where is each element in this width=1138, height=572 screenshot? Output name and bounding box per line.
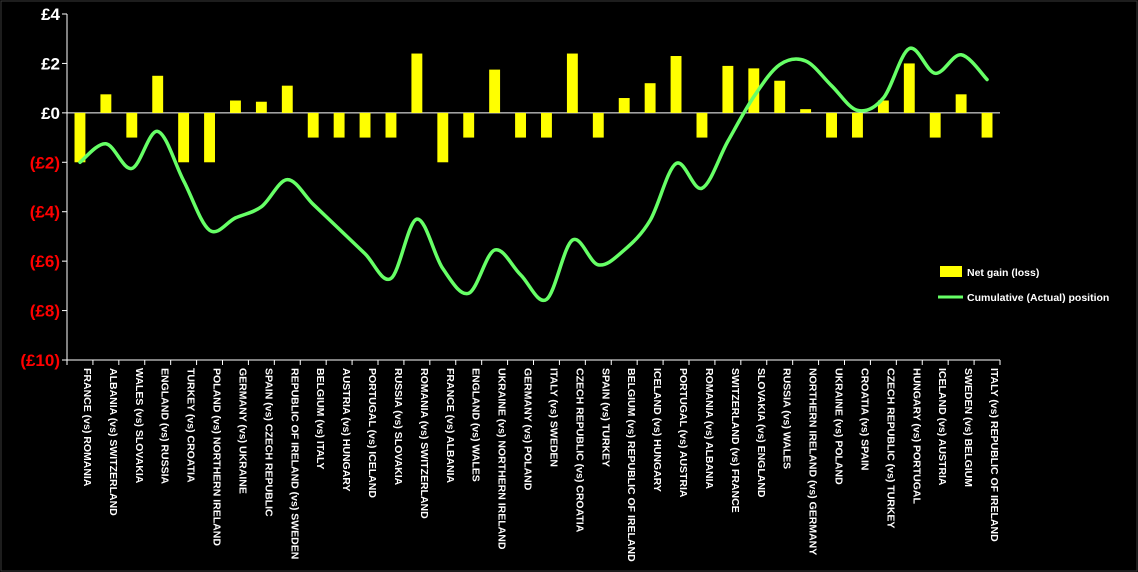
bar	[385, 112, 397, 138]
x-category-label: RUSSIA (vs) SLOVAKIA	[392, 368, 404, 486]
legend: Net gain (loss) Cumulative (Actual) posit…	[938, 266, 1109, 304]
x-category-label: HUNGARY (vs) PORTUGAL	[910, 368, 922, 505]
x-category-label: SWEDEN (vs) BELGIUM	[962, 368, 974, 487]
x-tick-labels: FRANCE (vs) ROMANIA ALBANIA (vs) SWITZERL…	[66, 360, 1001, 562]
bar	[748, 68, 760, 113]
x-category-label: SWITZERLAND (vs) FRANCE	[729, 368, 741, 513]
x-category-label: WALES (vs) SLOVAKIA	[133, 368, 145, 484]
bar	[955, 94, 967, 113]
bar	[903, 63, 915, 113]
x-category-label: BELGIUM (vs) REPUBLIC OF IRELAND	[625, 368, 637, 562]
y-tick-labels: £4 £2 £0 (£2) (£4) (£6) (£8) (£10)	[20, 5, 67, 370]
x-category-label: SPAIN (vs) CZECH REPUBLIC	[262, 368, 274, 517]
bar	[74, 112, 86, 163]
x-category-label: FRANCE (vs) ALBANIA	[444, 368, 456, 484]
bar	[152, 75, 164, 113]
bar	[437, 112, 449, 163]
bar	[877, 100, 889, 113]
x-category-label: SLOVAKIA (vs) ENGLAND	[755, 368, 767, 498]
bar	[307, 112, 319, 138]
x-category-label: POLAND (vs) NORTHERN IRELAND	[211, 368, 223, 546]
x-category-label: CZECH REPUBLIC (vs) CROATIA	[573, 368, 585, 533]
x-category-label: ROMANIA (vs) ALBANIA	[703, 368, 715, 490]
y-tick-label: (£6)	[30, 252, 60, 271]
bar	[592, 112, 604, 138]
x-category-label: ALBANIA (vs) SWITZERLAND	[107, 368, 119, 516]
x-category-label: ITALY (vs) SWEDEN	[547, 368, 559, 467]
y-tick-label: £0	[41, 104, 60, 123]
bar	[722, 65, 734, 113]
bar	[126, 112, 138, 138]
bar	[100, 94, 112, 113]
bar	[489, 69, 501, 113]
bar	[204, 112, 215, 163]
x-category-label: ENGLAND (vs) RUSSIA	[159, 368, 171, 485]
bar	[566, 53, 578, 113]
bar	[515, 112, 526, 138]
bar	[178, 112, 190, 163]
x-category-label: NORTHERN IRELAND (vs) GERMANY	[807, 368, 819, 555]
y-tick-label: (£2)	[30, 153, 60, 172]
x-category-label: ENGLAND (vs) WALES	[470, 368, 482, 482]
line-series	[78, 46, 989, 303]
x-category-label: FRANCE (vs) ROMANIA	[81, 368, 93, 487]
x-category-label: ICELAND (vs) HUNGARY	[651, 368, 663, 492]
x-category-label: RUSSIA (vs) WALES	[781, 368, 793, 469]
bar	[463, 112, 475, 138]
x-category-label: CROATIA (vs) SPAIN	[858, 368, 870, 470]
bar	[411, 53, 423, 113]
x-category-label: REPUBLIC OF IRELAND (vs) SWEDEN	[288, 368, 300, 559]
bar	[696, 112, 708, 138]
y-tick-label: (£8)	[30, 302, 60, 321]
x-category-label: GERMANY (vs) UKRAINE	[236, 368, 248, 494]
x-category-label: TURKEY (vs) CROATIA	[185, 368, 197, 483]
bar-series	[74, 53, 993, 163]
x-category-label: PORTUGAL (vs) ICELAND	[366, 368, 378, 498]
x-category-label: AUSTRIA (vs) HUNGARY	[340, 368, 352, 491]
bar	[644, 83, 656, 113]
x-category-label: GERMANY (vs) POLAND	[522, 368, 534, 491]
bar	[981, 112, 993, 138]
legend-label-line: Cumulative (Actual) position	[967, 292, 1109, 304]
y-tick-label: (£4)	[30, 203, 60, 222]
bar	[929, 112, 941, 138]
x-category-label: ROMANIA (vs) SWITZERLAND	[418, 368, 430, 519]
bar	[281, 85, 293, 113]
bar	[359, 112, 371, 138]
x-category-label: UKRAINE (vs) NORTHERN IRELAND	[496, 368, 508, 550]
legend-swatch-bar	[940, 266, 962, 277]
bar	[618, 98, 630, 113]
bar	[774, 80, 786, 113]
bar	[541, 112, 552, 138]
bar	[333, 112, 345, 138]
axes	[66, 14, 1000, 361]
y-tick-label: £2	[41, 54, 60, 73]
bar	[670, 56, 682, 113]
bar	[255, 101, 267, 113]
x-category-label: ICELAND (vs) AUSTRIA	[936, 368, 948, 486]
x-category-label: SPAIN (vs) TURKEY	[599, 368, 611, 467]
x-category-label: PORTUGAL (vs) AUSTRIA	[677, 368, 689, 498]
x-category-label: CZECH REPUBLIC (vs) TURKEY	[884, 368, 896, 528]
bar	[826, 112, 837, 138]
cumulative-line	[78, 46, 989, 303]
y-tick-label: £4	[41, 5, 60, 24]
bar	[852, 112, 863, 138]
bar	[800, 109, 812, 113]
x-category-label: UKRAINE (vs) POLAND	[833, 368, 845, 485]
legend-label-bar: Net gain (loss)	[967, 267, 1039, 279]
x-category-label: BELGIUM (vs) ITALY	[314, 368, 326, 470]
y-tick-label: (£10)	[20, 351, 60, 370]
x-category-label: ITALY (vs) REPUBLIC OF IRELAND	[988, 368, 1000, 542]
bar	[230, 100, 241, 113]
